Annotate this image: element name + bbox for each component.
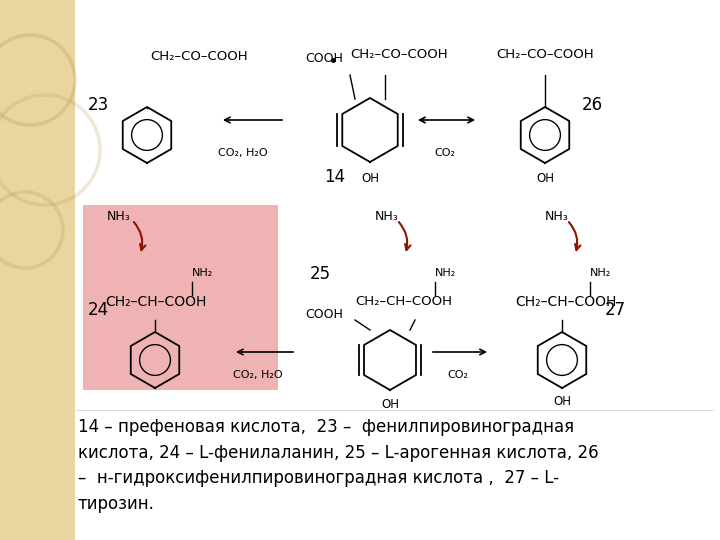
- Text: COOH: COOH: [305, 308, 343, 321]
- Text: CH₂–CH–COOH: CH₂–CH–COOH: [355, 295, 452, 308]
- Text: NH₃: NH₃: [545, 210, 569, 223]
- Text: CH₂–CH–COOH: CH₂–CH–COOH: [105, 295, 207, 309]
- Text: NH₂: NH₂: [192, 268, 213, 278]
- Text: CH₂–CO–COOH: CH₂–CO–COOH: [350, 48, 448, 61]
- Text: NH₂: NH₂: [435, 268, 456, 278]
- Text: CH₂–CH–COOH: CH₂–CH–COOH: [515, 295, 616, 309]
- Text: 24: 24: [88, 301, 109, 319]
- Text: OH: OH: [381, 398, 399, 411]
- Text: CO₂: CO₂: [434, 148, 456, 158]
- Text: OH: OH: [536, 172, 554, 185]
- Text: 25: 25: [310, 265, 331, 283]
- Text: 26: 26: [582, 96, 603, 114]
- Text: COOH: COOH: [305, 52, 343, 65]
- Text: CH₂–CO–COOH: CH₂–CO–COOH: [496, 48, 594, 61]
- Text: NH₃: NH₃: [375, 210, 399, 223]
- Text: NH₂: NH₂: [590, 268, 611, 278]
- Text: 14 – префеновая кислота,  23 –  фенилпировиноградная
кислота, 24 – L-фенилаланин: 14 – префеновая кислота, 23 – фенилпиров…: [78, 418, 598, 513]
- Text: NH₃: NH₃: [107, 210, 131, 223]
- Text: 23: 23: [88, 96, 109, 114]
- Text: CO₂: CO₂: [448, 370, 469, 380]
- Text: 27: 27: [605, 301, 626, 319]
- Text: OH: OH: [553, 395, 571, 408]
- Text: CO₂, H₂O: CO₂, H₂O: [218, 148, 268, 158]
- Bar: [0, 0, 75, 540]
- Bar: [83, 205, 278, 390]
- Text: CO₂, H₂O: CO₂, H₂O: [233, 370, 283, 380]
- Text: OH: OH: [361, 172, 379, 185]
- Text: CH₂–CO–COOH: CH₂–CO–COOH: [150, 50, 248, 63]
- Text: 14: 14: [324, 168, 345, 186]
